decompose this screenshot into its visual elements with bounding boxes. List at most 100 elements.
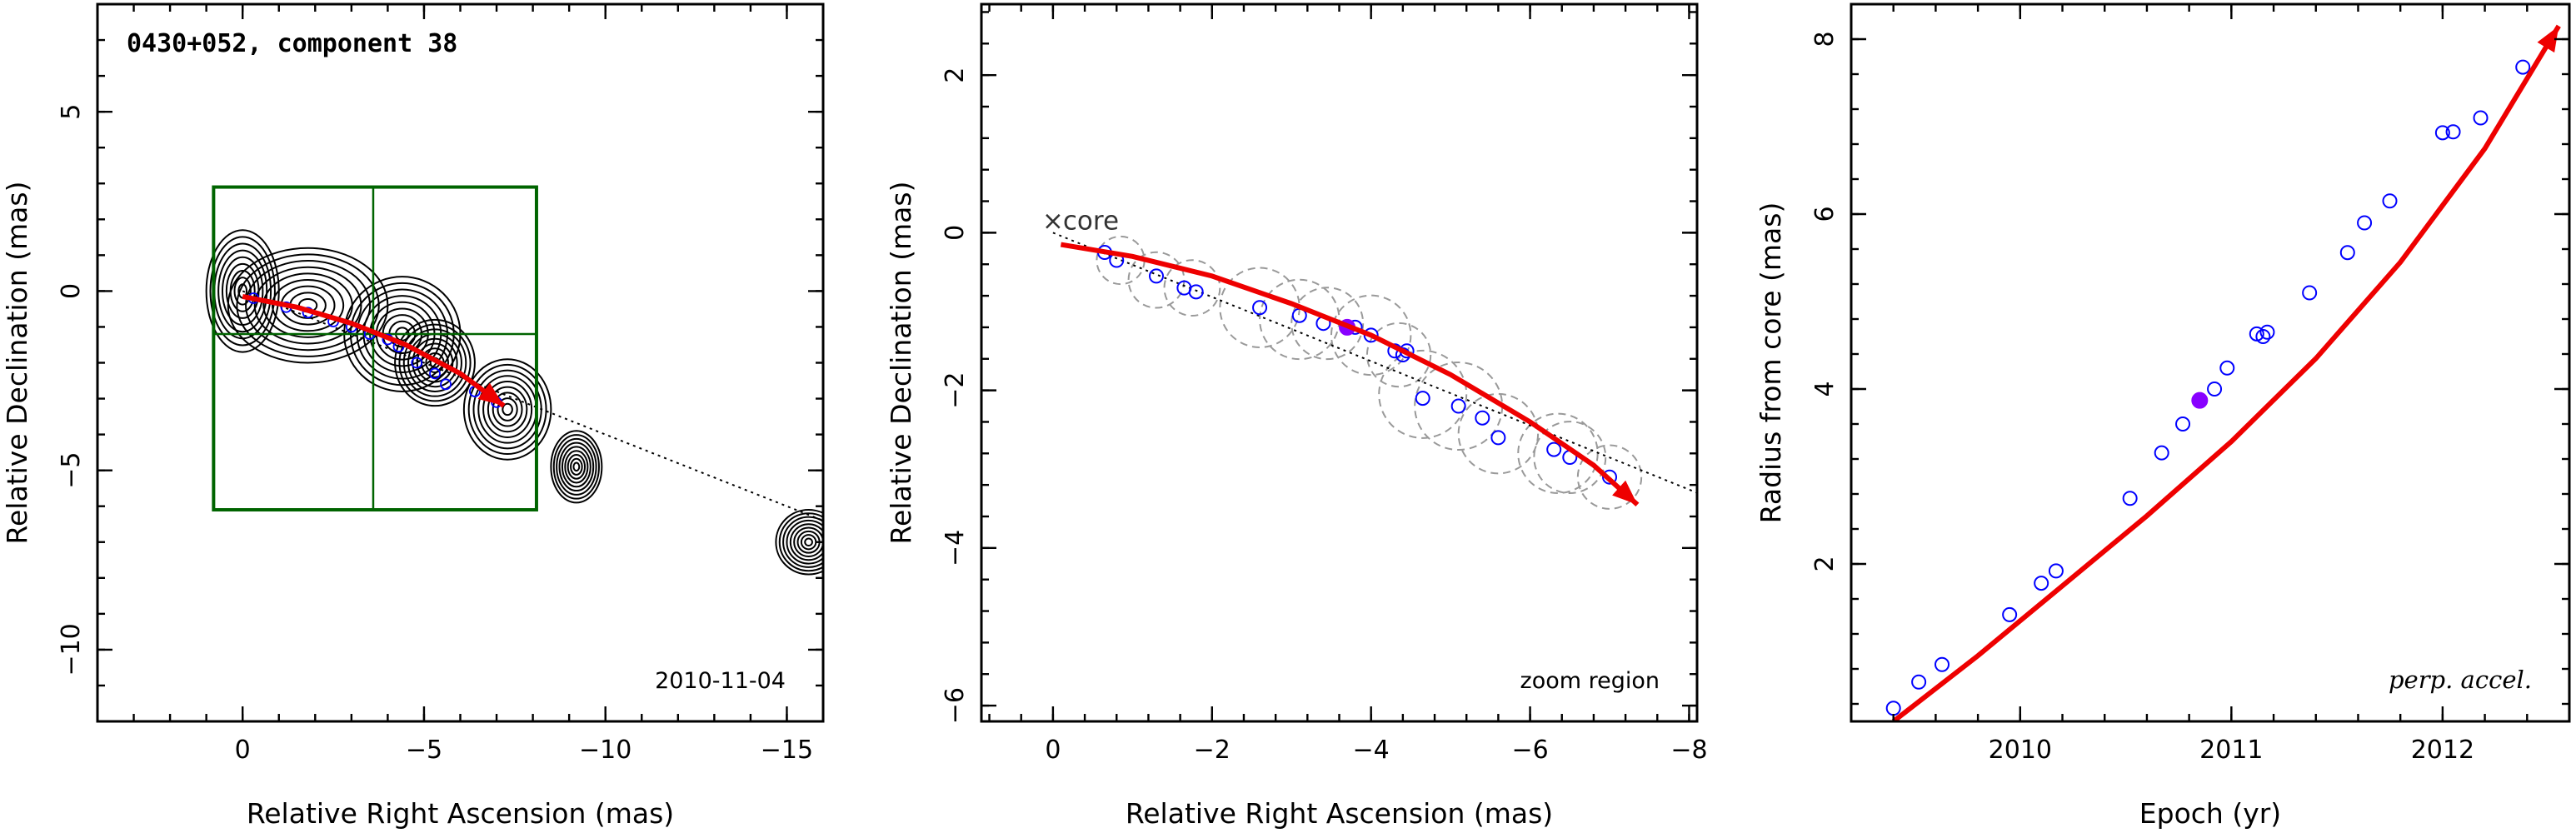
- panel3-xtick-label: 2011: [2199, 736, 2263, 765]
- contour-line: [564, 450, 589, 484]
- trajectory-arrowhead: [1612, 480, 1638, 505]
- radius-measurement-point: [2382, 193, 2398, 209]
- component-position-point: [1490, 430, 1506, 446]
- contour-line: [209, 236, 276, 347]
- radius-measurement-point: [2515, 59, 2531, 75]
- component-position-point: [440, 378, 452, 391]
- contour-line: [487, 386, 528, 433]
- panel2-zoom-label: zoom region: [1520, 668, 1660, 694]
- panel2-xtick-label: −6: [1511, 736, 1548, 765]
- panel3-ytick-label: 8: [1810, 31, 1840, 47]
- radius-measurement-point: [2445, 124, 2461, 140]
- highlighted-epoch-point: [2191, 392, 2209, 409]
- panel2-xtick-label: −8: [1670, 736, 1707, 765]
- panel3-xlabel: Epoch (yr): [2139, 797, 2281, 830]
- radius-measurement-point: [2002, 606, 2018, 622]
- panel3-xtick-label: 2010: [1989, 736, 2052, 765]
- trajectory-curve: [1060, 242, 1640, 507]
- contour-line: [492, 392, 523, 427]
- ejection-direction-line: [1052, 232, 1697, 494]
- contour-line: [800, 534, 817, 551]
- contour-line: [398, 323, 472, 402]
- trajectory-curve: [242, 293, 506, 408]
- panel1-xtick-label: −5: [406, 736, 442, 765]
- contour-line: [402, 328, 467, 397]
- contour-line: [570, 457, 583, 476]
- trajectory-arrowhead: [477, 382, 504, 407]
- component-size-circle: [1576, 444, 1643, 510]
- panel-contour-map: 0 −5 −10 −15 −10 −5 0 5 Relative Right Ascension…: [1, 2, 825, 830]
- contour-line: [567, 453, 587, 480]
- acceleration-fit-curve: [1891, 24, 2561, 721]
- radius-measurement-point: [2339, 245, 2355, 261]
- radius-measurement-point: [2175, 416, 2191, 431]
- panel1-ytick-label: 0: [57, 283, 86, 299]
- component-position-point: [1252, 300, 1268, 316]
- component-position-point: [1546, 441, 1562, 457]
- contour-line: [245, 260, 372, 352]
- contour-line: [412, 337, 458, 388]
- panel2-xtick-label: −2: [1194, 736, 1231, 765]
- contour-line: [804, 537, 813, 547]
- contour-line: [462, 358, 552, 461]
- component-position-point: [411, 357, 423, 369]
- radius-measurement-point: [2034, 576, 2049, 591]
- panel-zoom-region: × core 0 −2 −4 −6 −8 −6 −4 −2 0 2 Relative Right Asc…: [885, 2, 1708, 830]
- contour-line: [782, 516, 823, 568]
- component-size-circle: [1259, 278, 1340, 361]
- radius-measurement-point: [2154, 445, 2169, 461]
- radius-measurement-point: [2473, 110, 2489, 126]
- component-size-circle: [1378, 349, 1468, 439]
- panel1-xtick-label: 0: [235, 736, 251, 765]
- radius-measurement-point: [2255, 329, 2271, 344]
- panel1-date-label: 2010-11-04: [655, 668, 786, 694]
- contour-line: [775, 509, 823, 576]
- radius-measurement-point: [2122, 491, 2138, 506]
- radius-measurement-point: [2434, 125, 2450, 141]
- contour-line: [272, 279, 345, 332]
- contour-line: [217, 249, 268, 333]
- component-position-point: [1188, 284, 1204, 300]
- radius-measurement-point: [1885, 701, 1901, 716]
- contour-line: [477, 375, 537, 444]
- component-size-circle: [1414, 362, 1504, 451]
- panel1-xlabel: Relative Right Ascension (mas): [247, 797, 674, 830]
- component-size-circle: [1330, 294, 1412, 377]
- panel2-ytick-label: −2: [941, 372, 970, 408]
- ejection-direction-line: [242, 290, 823, 521]
- component-position-point: [1148, 268, 1164, 284]
- panel1-xtick-label: −10: [579, 736, 632, 765]
- component-size-circle: [1290, 287, 1365, 361]
- panel1-ytick-label: 5: [57, 104, 86, 120]
- panel3-ytick-label: 2: [1810, 556, 1840, 571]
- contour-line: [236, 253, 380, 357]
- radius-measurement-point: [2048, 563, 2064, 579]
- contour-line: [793, 526, 823, 557]
- panel1-title: 0430+052, component 38: [127, 29, 457, 58]
- component-size-circle: [1219, 267, 1300, 348]
- component-size-circle: [1163, 259, 1221, 317]
- contour-line: [467, 363, 547, 456]
- panel3-frame: [1850, 2, 2571, 723]
- panel2-xtick-label: −4: [1353, 736, 1390, 765]
- panel3-plot-area: [1885, 24, 2561, 721]
- radius-measurement-point: [1911, 674, 1927, 690]
- contour-line: [394, 318, 476, 407]
- panel1-plot-area: [205, 185, 823, 576]
- contour-line: [497, 397, 518, 421]
- contour-line: [561, 446, 592, 488]
- panel2-ytick-label: 0: [941, 225, 970, 241]
- panel1-xtick-label: −15: [761, 736, 813, 765]
- component-position-point: [1415, 391, 1430, 407]
- contour-line: [558, 441, 595, 492]
- panel3-ytick-label: 6: [1810, 206, 1840, 222]
- panel3-ytick-label: 4: [1810, 381, 1840, 397]
- core-marker: ×: [1042, 206, 1064, 236]
- panel1-ylabel: Relative Declination (mas): [1, 182, 33, 545]
- contour-line: [233, 277, 252, 306]
- panel2-ytick-label: −4: [941, 530, 970, 566]
- contour-line: [778, 512, 823, 572]
- component-size-circle: [1457, 392, 1540, 475]
- panel-radius-vs-epoch: 2010 2011 2012 2 4 6 8 Epoch (yr) Radius from co…: [1755, 2, 2571, 830]
- panel1-ytick-label: −10: [57, 623, 86, 676]
